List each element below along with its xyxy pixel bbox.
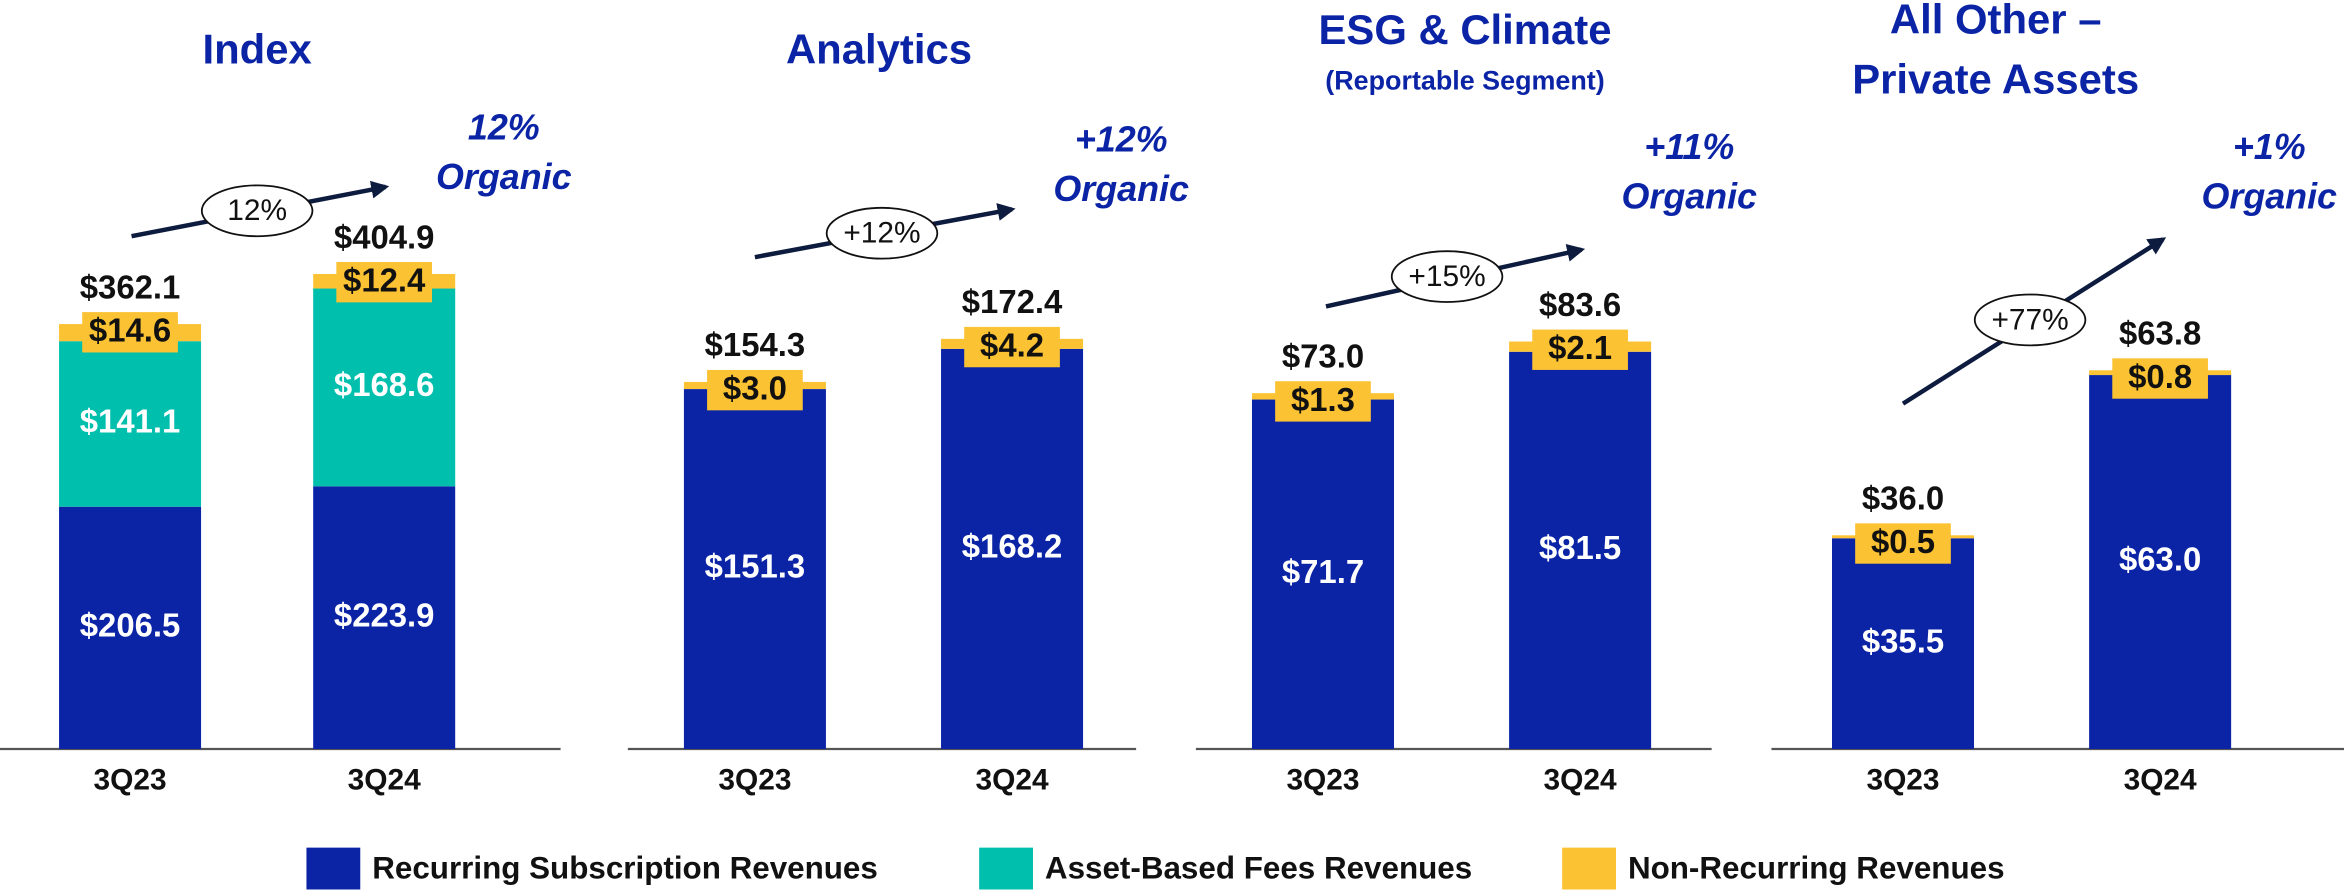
- panel-title: Private Assets: [1852, 55, 2139, 102]
- growth-oval: [200, 184, 314, 238]
- label-box: [707, 369, 803, 411]
- x-tick-label: 3Q24: [1544, 764, 1617, 797]
- value-label: $71.7: [1282, 553, 1364, 590]
- organic-annotation: +1%: [2233, 127, 2306, 167]
- growth-label: +77%: [1991, 303, 2068, 336]
- panel-subtitle: (Reportable Segment): [1325, 65, 1604, 95]
- value-label: $0.5: [1871, 523, 1935, 560]
- bar-segment: [59, 506, 202, 749]
- legend-swatch: [306, 847, 361, 890]
- growth-oval: [825, 206, 939, 260]
- x-tick-label: 3Q23: [1866, 764, 1939, 797]
- legend-label: Non-Recurring Revenues: [1628, 850, 2005, 885]
- legend-label: Asset-Based Fees Revenues: [1045, 850, 1472, 885]
- x-tick-label: 3Q23: [718, 764, 791, 797]
- organic-annotation: Organic: [436, 157, 572, 197]
- value-label: $14.6: [89, 312, 171, 349]
- label-box: [964, 326, 1060, 368]
- legend-swatch: [979, 847, 1033, 890]
- total-label: $362.1: [80, 268, 181, 305]
- organic-annotation: +11%: [1644, 127, 1734, 167]
- panel-title: Analytics: [786, 25, 972, 72]
- growth-oval: [1973, 293, 2087, 347]
- label-box: [1532, 329, 1628, 370]
- value-label: $35.5: [1862, 622, 1944, 659]
- panel-title: All Other –: [1890, 0, 2102, 43]
- total-label: $154.3: [705, 326, 806, 363]
- total-label: $83.6: [1539, 286, 1621, 323]
- bar-segment: [1251, 399, 1394, 749]
- value-label: $206.5: [80, 607, 181, 644]
- organic-annotation: 12%: [468, 108, 540, 148]
- value-label: $168.2: [962, 528, 1063, 565]
- growth-oval: [1390, 250, 1504, 303]
- bar-segment: [59, 341, 202, 507]
- legend-label: Recurring Subscription Revenues: [372, 850, 878, 885]
- value-label: $151.3: [705, 548, 806, 585]
- x-tick-label: 3Q23: [94, 764, 167, 797]
- x-tick-label: 3Q24: [975, 764, 1048, 797]
- label-box: [82, 312, 178, 353]
- value-label: $1.3: [1291, 381, 1355, 418]
- value-label: $0.8: [2128, 358, 2192, 395]
- organic-annotation: Organic: [1621, 176, 1757, 216]
- total-label: $404.9: [334, 218, 435, 255]
- organic-annotation: Organic: [2201, 176, 2337, 216]
- label-box: [2112, 358, 2208, 399]
- x-tick-label: 3Q24: [2124, 764, 2197, 797]
- bar-segment: [313, 288, 456, 487]
- panel-title: Index: [202, 25, 311, 72]
- label-box: [1855, 523, 1951, 564]
- value-label: $63.0: [2119, 541, 2201, 578]
- value-label: $2.1: [1548, 329, 1612, 366]
- value-label: $141.1: [80, 403, 181, 440]
- growth-label: 12%: [227, 194, 287, 227]
- bar-segment: [1509, 351, 1652, 749]
- bar-segment: [2089, 375, 2232, 749]
- x-tick-label: 3Q23: [1286, 764, 1359, 797]
- value-label: $12.4: [343, 262, 426, 299]
- total-label: $73.0: [1282, 338, 1364, 375]
- bar-segment: [683, 389, 826, 749]
- total-label: $172.4: [962, 283, 1063, 320]
- growth-label: +15%: [1408, 260, 1485, 293]
- bar-segment: [313, 486, 456, 749]
- panel-title: ESG & Climate: [1319, 6, 1612, 53]
- legend-swatch: [1562, 847, 1616, 890]
- x-tick-label: 3Q24: [348, 764, 421, 797]
- label-box: [1275, 381, 1371, 422]
- value-label: $168.6: [334, 366, 435, 403]
- value-label: $81.5: [1539, 529, 1621, 566]
- total-label: $63.8: [2119, 315, 2201, 352]
- bar-segment: [941, 348, 1084, 749]
- organic-annotation: +12%: [1075, 120, 1168, 160]
- value-label: $4.2: [980, 327, 1044, 364]
- organic-annotation: Organic: [1053, 169, 1189, 209]
- value-label: $3.0: [723, 370, 787, 407]
- total-label: $36.0: [1862, 480, 1944, 517]
- bar-segment: [1831, 538, 1975, 749]
- value-label: $223.9: [334, 596, 435, 633]
- label-box: [336, 262, 433, 303]
- growth-label: +12%: [843, 217, 920, 250]
